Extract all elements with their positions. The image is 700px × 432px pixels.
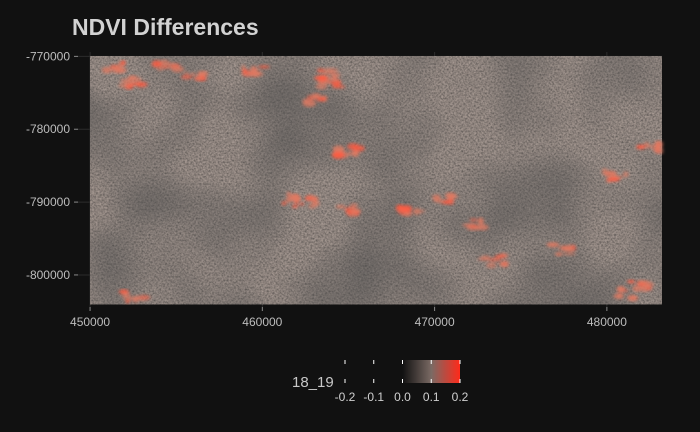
hotspot-18 <box>613 286 638 302</box>
x-tick-label-3: 480000 <box>587 315 627 329</box>
y-tick-label-0: -770000 <box>26 49 70 63</box>
hotspot-20 <box>636 140 664 154</box>
hotspot-4 <box>241 64 270 78</box>
x-tick-label-1: 460000 <box>242 315 282 329</box>
legend-title: 18_19 <box>292 374 334 391</box>
hotspot-1 <box>118 75 148 90</box>
y-tick-label-1: -780000 <box>26 122 70 136</box>
hotspot-6 <box>314 67 341 83</box>
hotspot-15 <box>477 252 509 269</box>
hotspot-7 <box>302 93 328 107</box>
x-axis: 450000 460000 470000 480000 <box>70 307 627 329</box>
y-tick-label-3: -800000 <box>26 268 70 282</box>
legend-label-4: 0.2 <box>451 390 469 404</box>
legend-label-3: 0.1 <box>422 390 440 404</box>
hotspot-8 <box>331 143 365 159</box>
hotspot-21 <box>601 168 629 183</box>
ndvi-hotspots <box>101 59 664 304</box>
hotspot-16 <box>546 242 577 257</box>
y-tick-label-2: -790000 <box>26 195 70 209</box>
hotspot-2 <box>151 59 185 73</box>
hotspot-19 <box>118 289 151 304</box>
hotspot-13 <box>395 204 426 217</box>
hotspot-14 <box>461 217 489 231</box>
x-tick-label-2: 470000 <box>415 315 455 329</box>
x-tick-label-0: 450000 <box>70 315 110 329</box>
hotspot-0 <box>101 60 127 74</box>
legend-label-2: 0.0 <box>394 390 411 404</box>
ndvi-raster <box>90 56 662 305</box>
legend-label-0: -0.2 <box>334 390 356 404</box>
hotspot-12 <box>432 192 459 205</box>
hotspot-10 <box>281 191 302 206</box>
chart-title: NDVI Differences <box>72 14 259 40</box>
y-axis: -770000 -780000 -790000 -800000 <box>26 49 78 282</box>
legend-label-1: -0.1 <box>363 390 385 404</box>
hotspot-17 <box>627 279 656 293</box>
raster-shading <box>90 56 662 305</box>
legend-color-bar <box>344 360 461 383</box>
hotspot-11 <box>335 203 362 218</box>
hotspot-3 <box>180 70 209 82</box>
legend-gradient <box>402 360 460 383</box>
